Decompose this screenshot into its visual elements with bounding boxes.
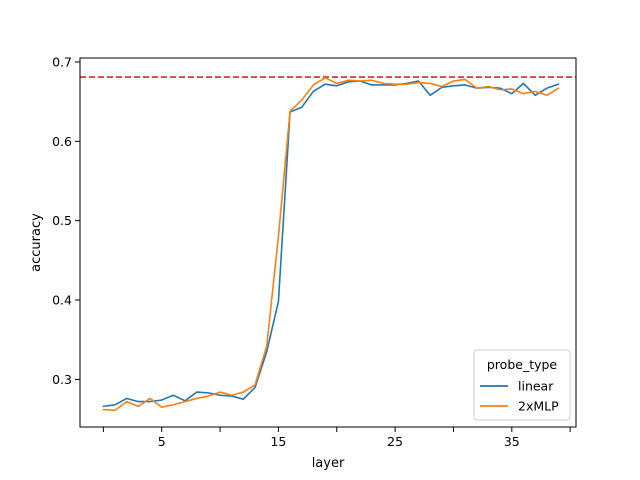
axes-frame	[79, 57, 577, 428]
y-tick-label: 0.4	[52, 293, 72, 308]
x-tick-label: 35	[504, 434, 520, 449]
legend-box	[473, 349, 571, 421]
legend-label-linear: linear	[518, 379, 554, 394]
y-tick-label: 0.7	[52, 54, 72, 69]
x-tick-label: 25	[387, 434, 403, 449]
x-tick-label: 15	[270, 434, 286, 449]
y-tick-label: 0.3	[52, 372, 72, 387]
series-layer	[102, 77, 560, 412]
legend-label-2xmlp: 2xMLP	[518, 399, 559, 414]
legend-items: linear 2xMLP	[480, 379, 559, 414]
legend-title: probe_type	[487, 357, 558, 372]
y-axis-label: accuracy	[29, 213, 44, 272]
series-line-2xmlp	[102, 77, 560, 412]
y-tick-label: 0.5	[52, 213, 72, 228]
axes-layer: 0.3 0.4 0.5 0.6 0.7 5 15 25 35	[52, 54, 577, 449]
y-tick-label: 0.6	[52, 134, 72, 149]
x-axis-label: layer	[312, 456, 345, 471]
legend: probe_type linear 2xMLP	[473, 349, 571, 421]
x-tick-label: 5	[158, 434, 166, 449]
